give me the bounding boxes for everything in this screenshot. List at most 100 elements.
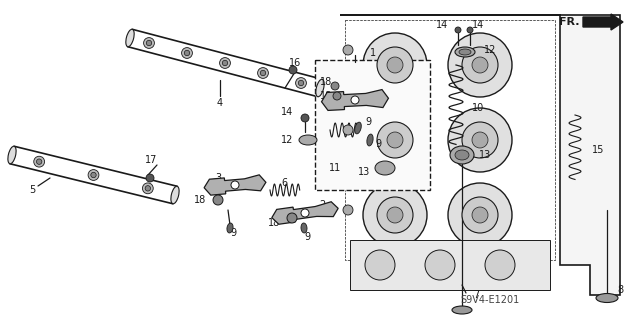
- FancyArrow shape: [583, 14, 623, 30]
- Text: 18: 18: [268, 218, 280, 228]
- Circle shape: [387, 57, 403, 73]
- Circle shape: [472, 132, 488, 148]
- Circle shape: [448, 108, 512, 172]
- Text: 2: 2: [319, 200, 325, 210]
- Circle shape: [145, 186, 150, 191]
- Text: 14: 14: [281, 107, 293, 117]
- Circle shape: [462, 47, 498, 83]
- Circle shape: [91, 172, 96, 178]
- Circle shape: [287, 213, 297, 223]
- Ellipse shape: [316, 79, 324, 97]
- Text: 11: 11: [329, 163, 341, 173]
- Text: 18: 18: [320, 77, 332, 87]
- Bar: [315, 60, 430, 190]
- Text: 18: 18: [320, 91, 332, 101]
- Text: 14: 14: [436, 20, 448, 30]
- Circle shape: [289, 66, 297, 74]
- Ellipse shape: [227, 223, 233, 233]
- Ellipse shape: [375, 161, 395, 175]
- Circle shape: [377, 47, 413, 83]
- Text: 12: 12: [280, 135, 293, 145]
- Ellipse shape: [459, 49, 471, 55]
- Circle shape: [472, 57, 488, 73]
- Circle shape: [363, 33, 427, 97]
- Polygon shape: [321, 90, 388, 110]
- Ellipse shape: [355, 122, 362, 134]
- Circle shape: [301, 209, 309, 217]
- Circle shape: [88, 170, 99, 180]
- Circle shape: [387, 132, 403, 148]
- Text: 9: 9: [375, 139, 381, 149]
- Circle shape: [343, 125, 353, 135]
- Circle shape: [467, 27, 473, 33]
- Circle shape: [462, 197, 498, 233]
- Circle shape: [455, 27, 461, 33]
- Text: 7: 7: [473, 290, 479, 300]
- Circle shape: [333, 92, 341, 100]
- Text: 5: 5: [29, 185, 35, 195]
- Circle shape: [485, 250, 515, 280]
- Text: 4: 4: [217, 98, 223, 108]
- Circle shape: [146, 174, 154, 182]
- Circle shape: [143, 183, 153, 194]
- Ellipse shape: [126, 29, 134, 47]
- Text: 9: 9: [365, 117, 371, 127]
- Text: 9: 9: [230, 228, 236, 238]
- Circle shape: [351, 96, 359, 104]
- Text: 6: 6: [281, 178, 287, 188]
- Circle shape: [222, 60, 228, 66]
- Text: 12: 12: [484, 45, 496, 55]
- Circle shape: [343, 205, 353, 215]
- Circle shape: [36, 159, 42, 164]
- Ellipse shape: [8, 146, 16, 164]
- Ellipse shape: [450, 146, 474, 164]
- Text: 10: 10: [472, 103, 484, 113]
- Ellipse shape: [455, 150, 469, 160]
- Text: 16: 16: [289, 58, 301, 68]
- Circle shape: [363, 183, 427, 247]
- Circle shape: [301, 114, 309, 122]
- Circle shape: [147, 40, 152, 46]
- Text: 13: 13: [358, 167, 370, 177]
- Polygon shape: [272, 202, 338, 224]
- Text: 14: 14: [472, 20, 484, 30]
- Ellipse shape: [301, 223, 307, 233]
- Ellipse shape: [299, 135, 317, 145]
- Circle shape: [182, 48, 193, 59]
- Circle shape: [213, 195, 223, 205]
- Circle shape: [298, 80, 304, 86]
- Text: 13: 13: [479, 150, 491, 160]
- Circle shape: [34, 156, 45, 167]
- Circle shape: [143, 38, 154, 48]
- Circle shape: [260, 70, 266, 76]
- Circle shape: [462, 122, 498, 158]
- Circle shape: [377, 197, 413, 233]
- Circle shape: [448, 33, 512, 97]
- Circle shape: [387, 207, 403, 223]
- Ellipse shape: [171, 186, 179, 204]
- Text: 18: 18: [194, 195, 206, 205]
- Circle shape: [425, 250, 455, 280]
- Circle shape: [365, 250, 395, 280]
- Text: 1: 1: [370, 48, 376, 58]
- Ellipse shape: [596, 293, 618, 302]
- Polygon shape: [340, 15, 620, 295]
- Circle shape: [220, 58, 230, 68]
- Circle shape: [231, 181, 239, 189]
- Bar: [350, 240, 550, 290]
- Text: S9V4-E1201: S9V4-E1201: [460, 295, 520, 305]
- Circle shape: [296, 78, 307, 88]
- Circle shape: [448, 183, 512, 247]
- Circle shape: [363, 108, 427, 172]
- Polygon shape: [204, 175, 266, 195]
- Circle shape: [377, 122, 413, 158]
- Text: 15: 15: [592, 145, 604, 155]
- Circle shape: [331, 82, 339, 90]
- Text: 3: 3: [215, 173, 221, 183]
- Circle shape: [258, 68, 268, 78]
- Ellipse shape: [455, 47, 475, 57]
- Text: FR.: FR.: [559, 17, 580, 27]
- Ellipse shape: [452, 306, 472, 314]
- Ellipse shape: [367, 134, 373, 146]
- Circle shape: [472, 207, 488, 223]
